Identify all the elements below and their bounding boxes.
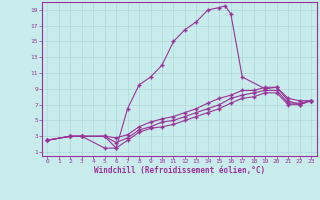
X-axis label: Windchill (Refroidissement éolien,°C): Windchill (Refroidissement éolien,°C) — [94, 166, 265, 175]
